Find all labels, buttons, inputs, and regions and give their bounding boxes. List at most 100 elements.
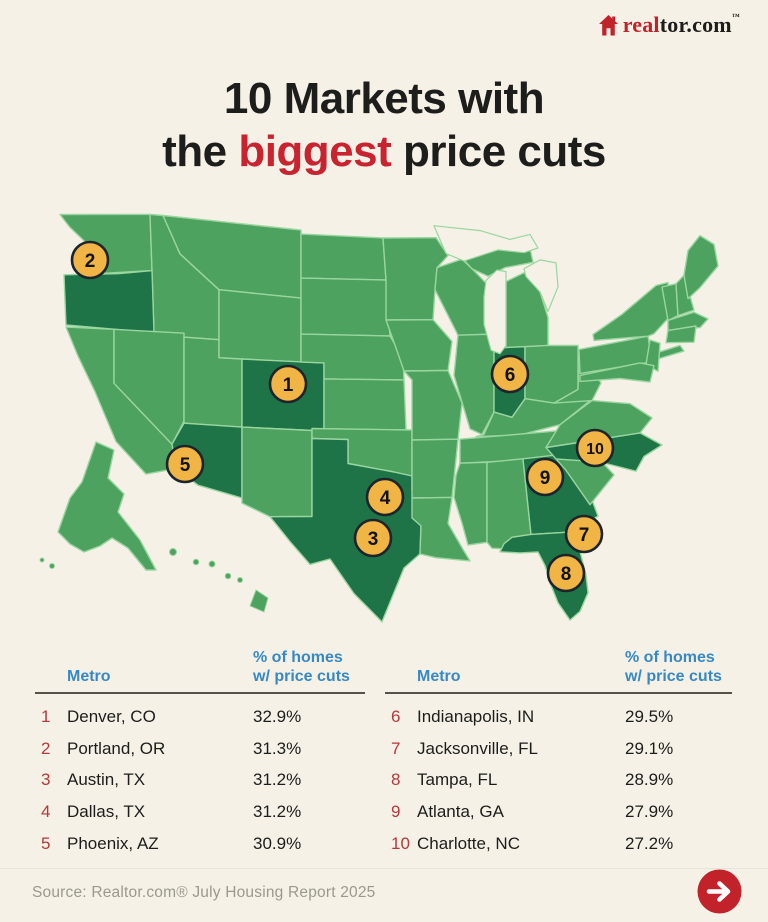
lake-superior (433, 225, 539, 262)
page-title: 10 Markets with the biggest price cuts (0, 72, 768, 178)
state-ak (57, 441, 157, 571)
marker-circle (268, 364, 308, 404)
hi-island (208, 560, 216, 568)
rank-number: 1 (41, 706, 51, 726)
rank-number: 5 (41, 834, 51, 854)
state-ct (665, 325, 697, 344)
map-marker-3: 3 (353, 518, 393, 558)
metro-name: Indianapolis, IN (417, 706, 535, 726)
state-nd (300, 233, 387, 281)
pct-column-header: % of homes w/ price cuts (253, 649, 350, 685)
table-right: Metro % of homes w/ price cuts 6 Indianap… (385, 645, 732, 860)
table-row: 3 Austin, TX 31.2% (35, 765, 365, 797)
table-row: 5 Phoenix, AZ 30.9% (35, 828, 365, 860)
hi-big-island (249, 589, 269, 613)
state-mo (403, 369, 463, 441)
states-layer (59, 213, 719, 623)
pct-value: 31.2% (253, 802, 302, 822)
marker-circle (525, 457, 565, 497)
metro-column-header: Metro (417, 668, 461, 685)
pct-value: 31.3% (253, 738, 302, 758)
hi-island (192, 558, 200, 566)
source-text: Source: Realtor.com® July Housing Report… (32, 884, 376, 901)
table-right-body: 6 Indianapolis, IN 29.5% 7 Jacksonville, FL 2… (385, 692, 732, 860)
next-arrow-button[interactable] (697, 869, 742, 914)
map-marker-6: 6 (490, 354, 530, 394)
metro-name: Tampa, FL (417, 770, 498, 790)
title-highlight: biggest (238, 127, 392, 176)
metro-column-header: Metro (67, 668, 111, 685)
rank-number: 4 (41, 802, 51, 822)
table-row: 1 Denver, CO 32.9% (35, 701, 365, 733)
map-marker-2: 2 (70, 240, 110, 280)
state-la (411, 496, 471, 562)
marker-number: 9 (540, 468, 551, 489)
rank-number: 3 (41, 770, 51, 790)
marker-number: 1 (283, 375, 294, 396)
pct-value: 32.9% (253, 706, 302, 726)
table-row: 7 Jacksonville, FL 29.1% (385, 733, 732, 765)
state-ms (453, 461, 488, 546)
marker-circle (546, 553, 586, 593)
ak-island (39, 557, 45, 563)
metro-name: Dallas, TX (67, 802, 146, 822)
map-marker-10: 10 (575, 428, 615, 468)
state-md (579, 362, 655, 383)
state-nh (675, 274, 695, 317)
pct-value: 30.9% (253, 834, 302, 854)
pct-value: 31.2% (253, 770, 302, 790)
state-ks (323, 378, 407, 431)
table-row: 8 Tampa, FL 28.9% (385, 765, 732, 797)
marker-number: 7 (579, 525, 590, 546)
map-marker-5: 5 (165, 444, 205, 484)
marker-number: 8 (561, 564, 572, 585)
state-ar (411, 438, 459, 499)
insets-layer (39, 441, 269, 613)
hi-island (169, 548, 177, 556)
map-marker-9: 9 (525, 457, 565, 497)
marker-circle (165, 444, 205, 484)
marker-number: 10 (586, 441, 604, 458)
marker-circle (564, 514, 604, 554)
arrow-right-icon (697, 869, 742, 914)
pct-value: 27.9% (625, 802, 674, 822)
marker-number: 3 (368, 529, 379, 550)
table-row: 6 Indianapolis, IN 29.5% (385, 701, 732, 733)
state-me (683, 234, 719, 300)
table-left-body: 1 Denver, CO 32.9% 2 Portland, OR 31.3% 3 Austi… (35, 692, 365, 860)
marker-circle (353, 518, 393, 558)
pct-column-header: % of homes w/ price cuts (625, 649, 722, 685)
marker-circle (490, 354, 530, 394)
lake-huron (523, 259, 559, 313)
marker-circle (365, 477, 405, 517)
rank-number: 10 (391, 834, 410, 854)
title-line2-post: price cuts (403, 127, 606, 176)
lake-michigan (483, 269, 507, 355)
state-va (545, 399, 653, 449)
state-or (63, 269, 155, 334)
pct-value: 29.1% (625, 738, 674, 758)
state-ny (592, 281, 669, 342)
logo-real: real (622, 12, 660, 37)
rank-number: 9 (391, 802, 401, 822)
map-marker-8: 8 (546, 553, 586, 593)
logo-torcom: tor.com (659, 12, 732, 37)
logo-text: realtor.com™ (623, 12, 740, 38)
logo-trademark: ™ (731, 12, 740, 21)
table-left: Metro % of homes w/ price cuts 1 Denver, … (35, 645, 365, 860)
rank-number: 6 (391, 706, 401, 726)
marker-circle (575, 428, 615, 468)
pct-value: 27.2% (625, 834, 674, 854)
map-marker-1: 1 (268, 364, 308, 404)
title-line1: 10 Markets with (223, 74, 545, 123)
metro-name: Phoenix, AZ (67, 834, 159, 854)
metro-name: Atlanta, GA (417, 802, 504, 822)
metro-name: Denver, CO (67, 706, 156, 726)
metro-name: Jacksonville, FL (417, 738, 538, 758)
pct-value: 28.9% (625, 770, 674, 790)
state-nm (241, 426, 313, 518)
marker-number: 5 (180, 455, 191, 476)
footer-divider (0, 868, 768, 869)
realtor-logo: realtor.com™ (598, 12, 740, 38)
